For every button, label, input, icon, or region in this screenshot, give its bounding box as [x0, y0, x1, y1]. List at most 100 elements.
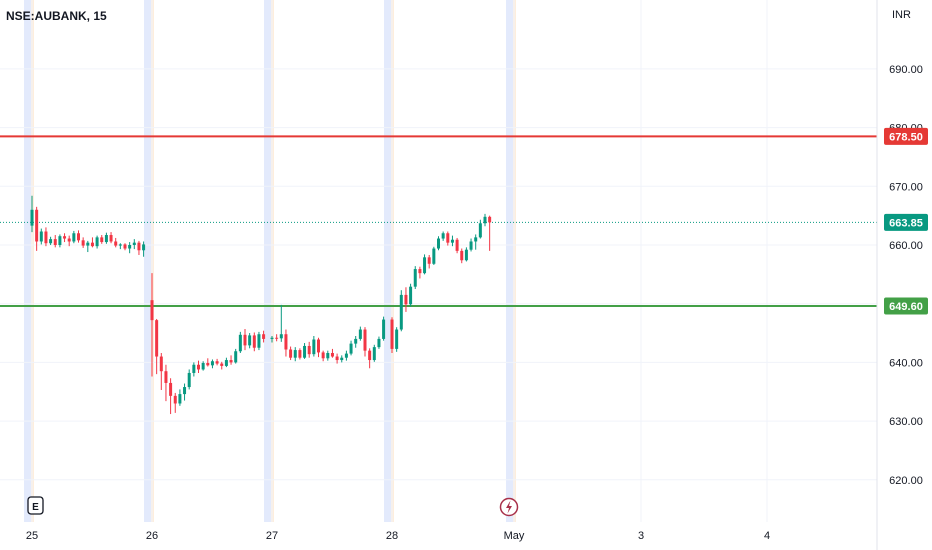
session-band-pre — [24, 0, 32, 522]
candle — [257, 331, 261, 351]
candle — [326, 350, 330, 361]
candle-body — [44, 231, 48, 244]
candle-body — [413, 269, 417, 287]
candle — [298, 348, 302, 360]
candle-body — [100, 237, 104, 243]
candle — [44, 227, 48, 247]
currency-label[interactable]: INR — [892, 9, 911, 21]
candle — [284, 329, 288, 357]
candle — [293, 347, 297, 362]
candle — [279, 304, 283, 342]
price-axis[interactable]: 690.00680.00670.00660.00640.00630.00620.… — [884, 64, 928, 487]
candle-body — [58, 236, 62, 245]
candle — [395, 327, 399, 352]
earnings-marker-letter: E — [32, 502, 39, 513]
candlesticks — [30, 195, 492, 415]
session-band-pre — [264, 0, 272, 522]
time-tick-label: 4 — [764, 530, 770, 542]
candle-body — [368, 350, 372, 361]
candle-body — [488, 216, 492, 223]
candle-body — [284, 334, 288, 350]
candle-body — [257, 334, 261, 348]
candle-body — [234, 351, 238, 363]
candle-body — [183, 387, 187, 395]
candle — [446, 231, 450, 246]
time-axis[interactable]: 25 26 27 28 May 3 4 — [26, 530, 770, 542]
candle-body — [349, 343, 353, 354]
candle — [427, 254, 431, 269]
candle — [317, 337, 320, 358]
candle-body — [215, 361, 219, 364]
candle-body — [464, 249, 468, 261]
candle — [349, 340, 353, 356]
candle — [53, 235, 57, 248]
candle-body — [262, 334, 266, 339]
candle — [243, 328, 247, 351]
candle — [215, 358, 219, 366]
candle — [390, 317, 394, 354]
candle — [137, 240, 141, 255]
candle-body — [321, 352, 325, 359]
candle — [377, 336, 381, 349]
candle — [437, 236, 440, 251]
candle — [330, 348, 334, 358]
candle — [35, 206, 39, 251]
session-band-pre — [384, 0, 392, 522]
candle — [404, 287, 408, 312]
candle — [432, 246, 436, 265]
horizontal-levels — [0, 135, 877, 308]
candle-body — [104, 235, 108, 243]
price-tick-label: 670.00 — [889, 181, 923, 193]
candle-body — [427, 257, 431, 264]
time-tick-label: 27 — [266, 530, 278, 542]
candle-body — [155, 320, 159, 357]
candle — [30, 195, 34, 233]
candle-body — [30, 209, 34, 226]
candle — [142, 241, 146, 257]
candle-body — [128, 245, 132, 249]
candle — [252, 332, 256, 352]
candle — [132, 239, 136, 250]
candle — [72, 230, 76, 244]
candle — [109, 232, 113, 244]
candle — [363, 327, 367, 357]
candle-body — [340, 357, 344, 361]
candle-body — [293, 350, 297, 358]
candle — [104, 232, 108, 244]
candle — [312, 335, 316, 357]
symbol-title[interactable]: NSE:AUBANK, 15 — [6, 9, 107, 23]
candle — [100, 235, 104, 244]
candle — [128, 242, 132, 254]
candle — [63, 233, 67, 243]
candle — [81, 237, 85, 248]
candle-body — [423, 257, 427, 274]
candle — [178, 389, 182, 406]
support-price-badge-label: 649.60 — [889, 301, 923, 313]
candle — [321, 350, 325, 362]
candle — [464, 247, 468, 262]
time-tick-label: May — [504, 530, 525, 542]
candle-body — [63, 236, 67, 239]
candle — [460, 248, 464, 264]
price-tick-label: 630.00 — [889, 416, 923, 428]
candle-body — [159, 356, 163, 372]
candle — [441, 231, 445, 241]
candle — [210, 359, 214, 369]
earnings-marker[interactable]: E — [27, 496, 44, 515]
candle — [488, 215, 492, 251]
candle-body — [169, 382, 173, 396]
candle-body — [114, 241, 118, 246]
candle — [358, 326, 362, 341]
candle — [206, 358, 210, 367]
candle — [418, 266, 422, 279]
candle-body — [279, 334, 283, 339]
candle-body — [399, 294, 403, 330]
candle-body — [238, 334, 242, 352]
dividend-flash-icon[interactable] — [499, 497, 519, 517]
candle-body — [404, 294, 408, 305]
candle-body — [330, 353, 334, 357]
candle — [335, 353, 339, 364]
candle-body — [201, 362, 205, 370]
candle — [123, 243, 127, 251]
